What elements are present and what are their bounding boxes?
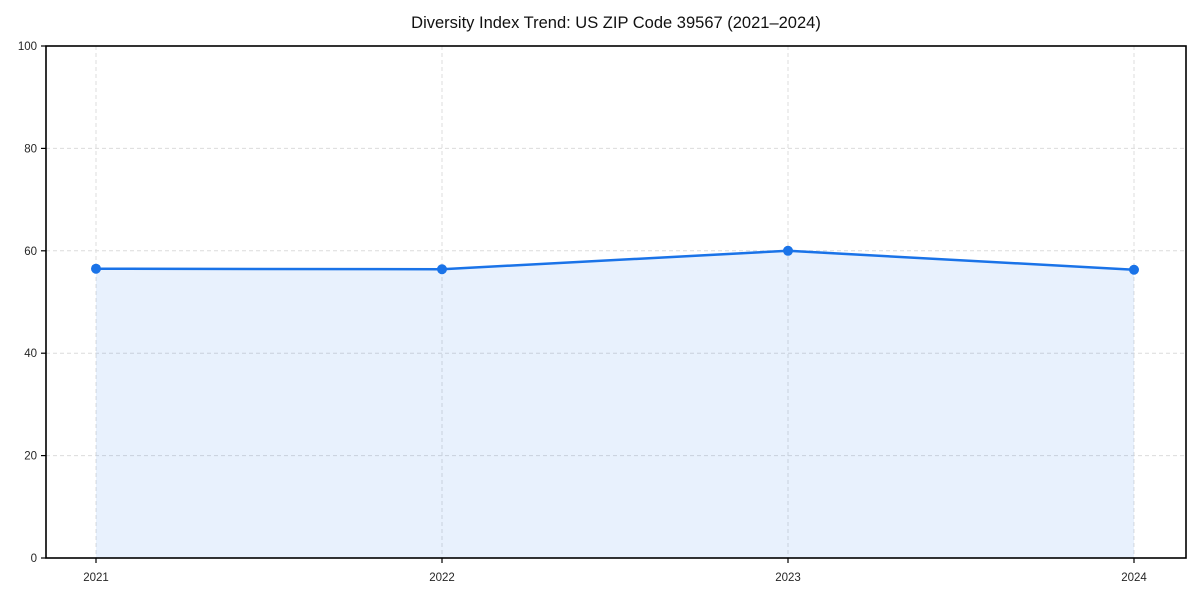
y-tick-label: 0 [31,553,37,565]
x-tick-label: 2024 [1121,572,1147,584]
y-tick-label: 40 [24,348,37,360]
series-area-fill [96,250,1134,559]
y-tick-label: 60 [24,246,37,258]
y-tick-label: 100 [18,41,37,53]
plot-frame [45,45,1187,559]
x-tick-label: 2022 [429,572,455,584]
series-line [94,249,1136,271]
y-tick-label: 80 [24,143,37,155]
data-point-marker [783,245,793,256]
y-tick-label: 20 [24,451,37,463]
data-point-marker [1129,264,1139,275]
data-point-marker [437,264,447,275]
chart-title: Diversity Index Trend: US ZIP Code 39567… [411,14,821,32]
x-tick-label: 2021 [83,572,109,584]
data-point-marker [91,263,101,274]
x-tick-label: 2023 [775,572,801,584]
